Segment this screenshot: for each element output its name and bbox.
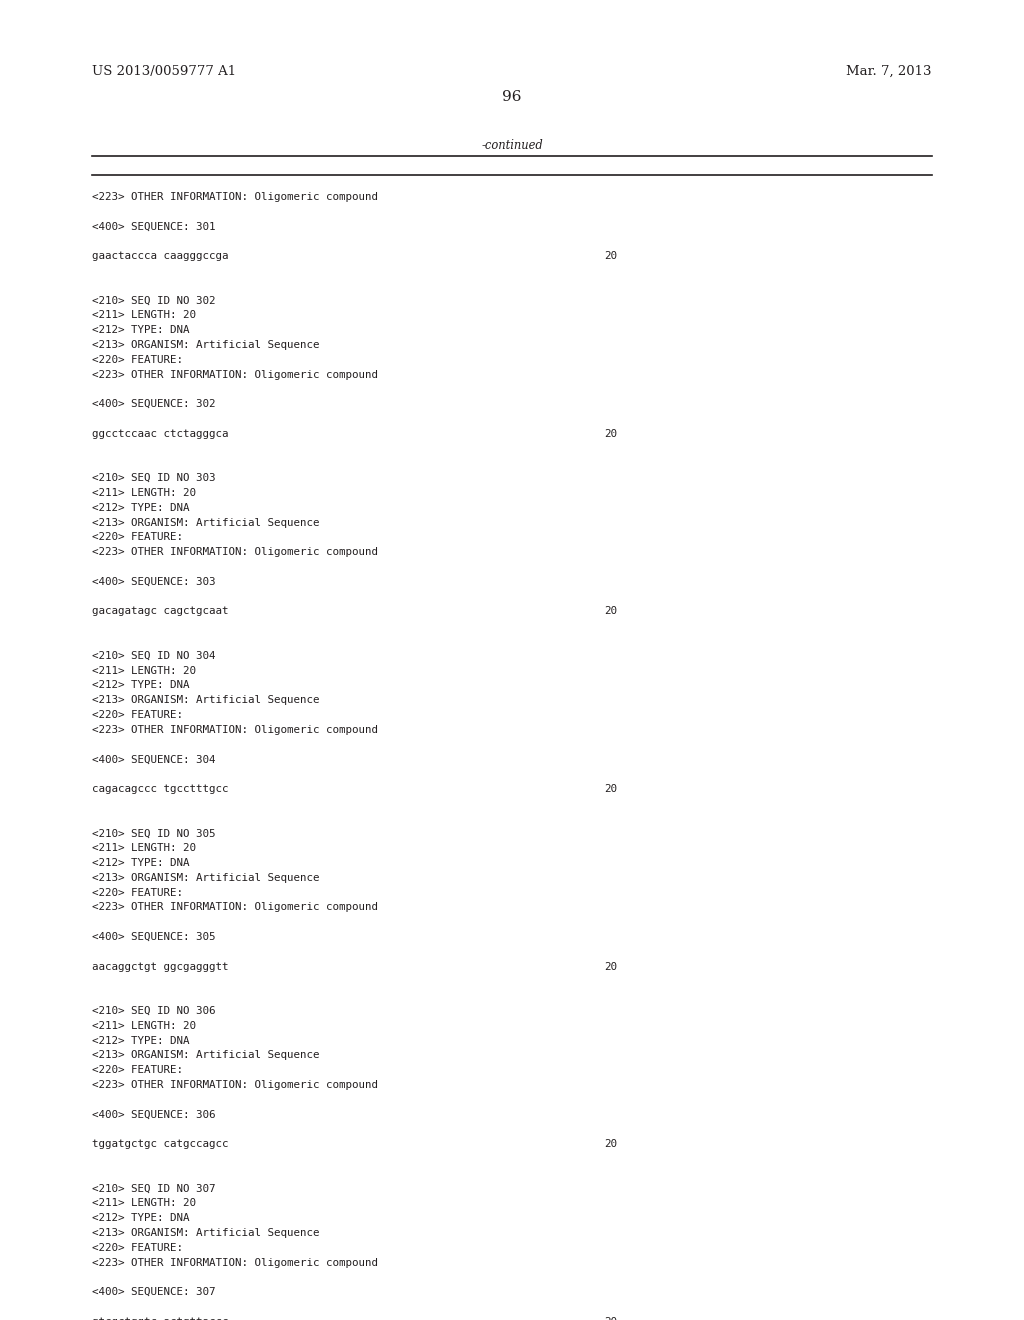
Text: <213> ORGANISM: Artificial Sequence: <213> ORGANISM: Artificial Sequence: [92, 517, 319, 528]
Text: <223> OTHER INFORMATION: Oligomeric compound: <223> OTHER INFORMATION: Oligomeric comp…: [92, 1080, 378, 1090]
Text: 20: 20: [604, 429, 617, 438]
Text: aacaggctgt ggcgagggtt: aacaggctgt ggcgagggtt: [92, 961, 228, 972]
Text: <210> SEQ ID NO 302: <210> SEQ ID NO 302: [92, 296, 216, 306]
Text: <223> OTHER INFORMATION: Oligomeric compound: <223> OTHER INFORMATION: Oligomeric comp…: [92, 191, 378, 202]
Text: <223> OTHER INFORMATION: Oligomeric compound: <223> OTHER INFORMATION: Oligomeric comp…: [92, 903, 378, 912]
Text: US 2013/0059777 A1: US 2013/0059777 A1: [92, 65, 237, 78]
Text: <400> SEQUENCE: 304: <400> SEQUENCE: 304: [92, 755, 216, 764]
Text: -continued: -continued: [481, 139, 543, 152]
Text: <213> ORGANISM: Artificial Sequence: <213> ORGANISM: Artificial Sequence: [92, 1051, 319, 1060]
Text: <220> FEATURE:: <220> FEATURE:: [92, 1065, 183, 1076]
Text: <211> LENGTH: 20: <211> LENGTH: 20: [92, 665, 197, 676]
Text: <210> SEQ ID NO 304: <210> SEQ ID NO 304: [92, 651, 216, 661]
Text: <223> OTHER INFORMATION: Oligomeric compound: <223> OTHER INFORMATION: Oligomeric comp…: [92, 548, 378, 557]
Text: 20: 20: [604, 251, 617, 261]
Text: gaactaccca caagggccga: gaactaccca caagggccga: [92, 251, 228, 261]
Text: <220> FEATURE:: <220> FEATURE:: [92, 887, 183, 898]
Text: <213> ORGANISM: Artificial Sequence: <213> ORGANISM: Artificial Sequence: [92, 1228, 319, 1238]
Text: 20: 20: [604, 1139, 617, 1150]
Text: <212> TYPE: DNA: <212> TYPE: DNA: [92, 325, 189, 335]
Text: <211> LENGTH: 20: <211> LENGTH: 20: [92, 1199, 197, 1208]
Text: <211> LENGTH: 20: <211> LENGTH: 20: [92, 1020, 197, 1031]
Text: <400> SEQUENCE: 301: <400> SEQUENCE: 301: [92, 222, 216, 231]
Text: <211> LENGTH: 20: <211> LENGTH: 20: [92, 488, 197, 498]
Text: gtcgctggtc actgttaccc: gtcgctggtc actgttaccc: [92, 1317, 228, 1320]
Text: <220> FEATURE:: <220> FEATURE:: [92, 1243, 183, 1253]
Text: 20: 20: [604, 1317, 617, 1320]
Text: <223> OTHER INFORMATION: Oligomeric compound: <223> OTHER INFORMATION: Oligomeric comp…: [92, 725, 378, 735]
Text: <212> TYPE: DNA: <212> TYPE: DNA: [92, 1213, 189, 1224]
Text: tggatgctgc catgccagcc: tggatgctgc catgccagcc: [92, 1139, 228, 1150]
Text: <210> SEQ ID NO 306: <210> SEQ ID NO 306: [92, 1006, 216, 1016]
Text: 20: 20: [604, 784, 617, 795]
Text: gacagatagc cagctgcaat: gacagatagc cagctgcaat: [92, 606, 228, 616]
Text: <213> ORGANISM: Artificial Sequence: <213> ORGANISM: Artificial Sequence: [92, 873, 319, 883]
Text: cagacagccc tgcctttgcc: cagacagccc tgcctttgcc: [92, 784, 228, 795]
Text: <400> SEQUENCE: 302: <400> SEQUENCE: 302: [92, 399, 216, 409]
Text: 20: 20: [604, 606, 617, 616]
Text: <223> OTHER INFORMATION: Oligomeric compound: <223> OTHER INFORMATION: Oligomeric comp…: [92, 370, 378, 380]
Text: <400> SEQUENCE: 303: <400> SEQUENCE: 303: [92, 577, 216, 587]
Text: <210> SEQ ID NO 307: <210> SEQ ID NO 307: [92, 1184, 216, 1193]
Text: 96: 96: [502, 90, 522, 104]
Text: <211> LENGTH: 20: <211> LENGTH: 20: [92, 843, 197, 853]
Text: <400> SEQUENCE: 306: <400> SEQUENCE: 306: [92, 1110, 216, 1119]
Text: <212> TYPE: DNA: <212> TYPE: DNA: [92, 680, 189, 690]
Text: <210> SEQ ID NO 305: <210> SEQ ID NO 305: [92, 829, 216, 838]
Text: <212> TYPE: DNA: <212> TYPE: DNA: [92, 1036, 189, 1045]
Text: <213> ORGANISM: Artificial Sequence: <213> ORGANISM: Artificial Sequence: [92, 341, 319, 350]
Text: <400> SEQUENCE: 305: <400> SEQUENCE: 305: [92, 932, 216, 942]
Text: ggcctccaac ctctagggca: ggcctccaac ctctagggca: [92, 429, 228, 438]
Text: <210> SEQ ID NO 303: <210> SEQ ID NO 303: [92, 473, 216, 483]
Text: <220> FEATURE:: <220> FEATURE:: [92, 710, 183, 719]
Text: <220> FEATURE:: <220> FEATURE:: [92, 532, 183, 543]
Text: <223> OTHER INFORMATION: Oligomeric compound: <223> OTHER INFORMATION: Oligomeric comp…: [92, 1258, 378, 1267]
Text: <220> FEATURE:: <220> FEATURE:: [92, 355, 183, 364]
Text: 20: 20: [604, 961, 617, 972]
Text: <213> ORGANISM: Artificial Sequence: <213> ORGANISM: Artificial Sequence: [92, 696, 319, 705]
Text: <212> TYPE: DNA: <212> TYPE: DNA: [92, 503, 189, 512]
Text: Mar. 7, 2013: Mar. 7, 2013: [847, 65, 932, 78]
Text: <211> LENGTH: 20: <211> LENGTH: 20: [92, 310, 197, 321]
Text: <400> SEQUENCE: 307: <400> SEQUENCE: 307: [92, 1287, 216, 1298]
Text: <212> TYPE: DNA: <212> TYPE: DNA: [92, 858, 189, 869]
